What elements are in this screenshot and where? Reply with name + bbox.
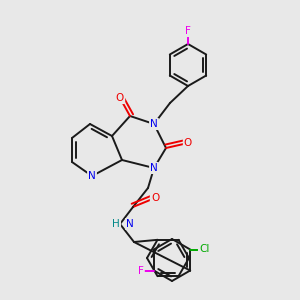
Text: F: F xyxy=(138,266,144,275)
Text: F: F xyxy=(185,26,191,36)
Text: O: O xyxy=(116,93,124,103)
Text: N: N xyxy=(126,219,134,229)
Text: Cl: Cl xyxy=(199,244,209,254)
Text: N: N xyxy=(88,171,96,181)
Text: O: O xyxy=(151,193,159,203)
Text: H: H xyxy=(112,219,120,229)
Text: O: O xyxy=(184,138,192,148)
Text: N: N xyxy=(150,119,158,129)
Text: N: N xyxy=(150,163,158,173)
